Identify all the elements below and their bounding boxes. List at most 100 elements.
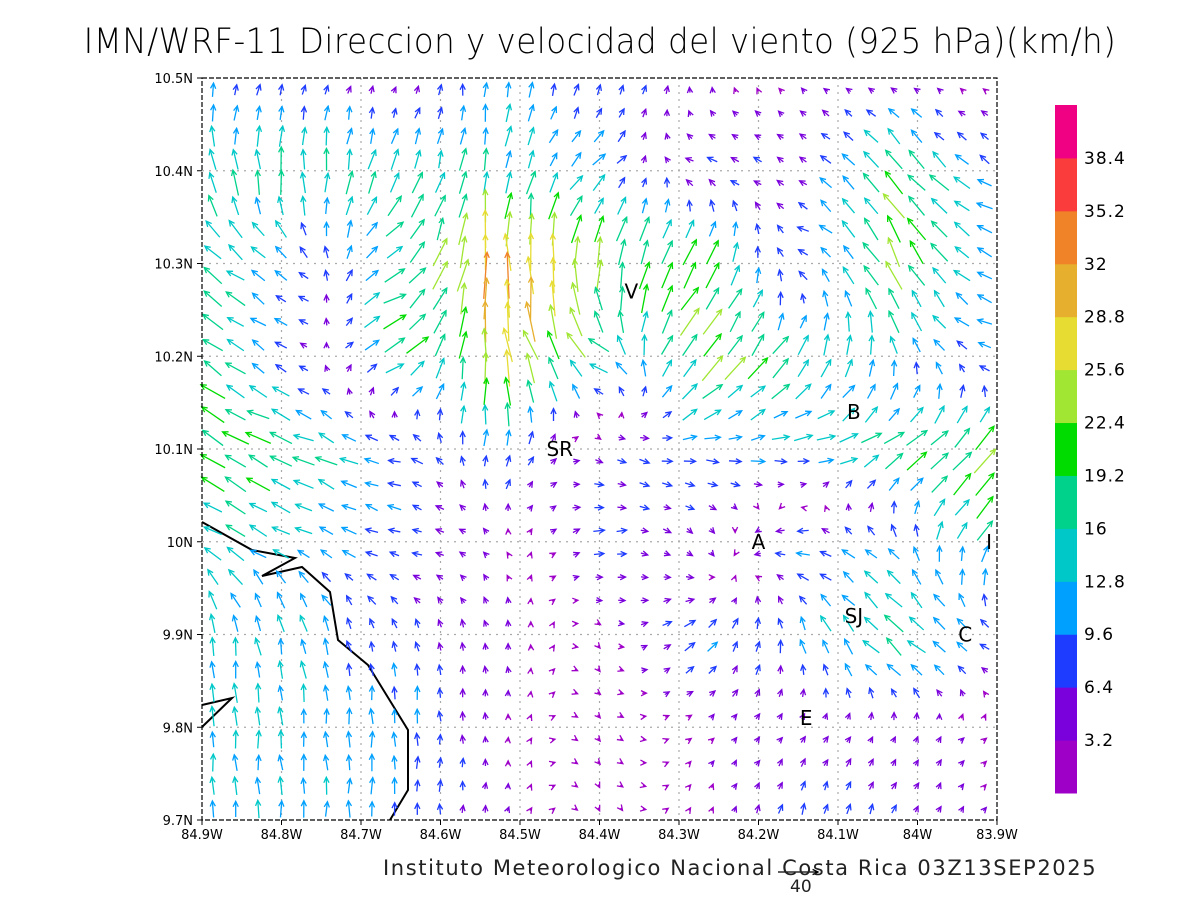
wind-vector: [482, 299, 489, 343]
wind-vector: [526, 783, 533, 791]
wind-vector: [432, 237, 448, 267]
wind-vector: [913, 361, 920, 375]
wind-vector: [432, 286, 448, 310]
wind-vector: [975, 472, 995, 496]
wind-vector: [300, 682, 307, 702]
wind-vector: [224, 500, 246, 515]
wind-vector: [846, 334, 853, 355]
wind-vector: [981, 544, 990, 563]
chart-title: IMN/WRF-11 Direccion y velocidad del vie…: [83, 22, 1117, 62]
wind-vector: [887, 548, 900, 560]
x-tick-label: 84.9W: [181, 828, 223, 843]
wind-vector: [660, 334, 674, 355]
wind-vector: [731, 664, 738, 675]
wind-vector: [663, 504, 672, 511]
wind-vector: [685, 714, 693, 721]
wind-vector: [772, 357, 790, 379]
wind-vector: [890, 687, 897, 698]
wind-vector: [640, 644, 649, 651]
wind-vector: [341, 549, 356, 558]
wind-vector: [322, 614, 330, 631]
wind-vector: [209, 775, 216, 795]
wind-vector: [777, 803, 784, 814]
wind-vector: [345, 195, 354, 216]
wind-vector: [345, 268, 353, 282]
wind-vector: [271, 386, 290, 397]
wind-vector: [863, 197, 879, 215]
wind-vector: [957, 665, 967, 675]
wind-vector: [459, 803, 466, 814]
wind-vector: [706, 156, 718, 163]
wind-vector: [246, 409, 270, 420]
wind-vector: [317, 432, 335, 444]
wind-vector: [459, 430, 466, 445]
wind-vector: [820, 358, 832, 378]
wind-vector: [617, 574, 628, 581]
wind-vector: [663, 644, 672, 651]
wind-vector: [224, 408, 246, 421]
wind-vector: [933, 338, 946, 351]
wind-vector: [459, 734, 467, 744]
wind-vector: [730, 713, 738, 721]
wind-vector: [730, 503, 738, 511]
wind-vector: [254, 592, 262, 608]
wind-vector: [572, 574, 581, 582]
wind-vector: [276, 591, 286, 609]
wind-vector: [616, 781, 625, 788]
wind-vector: [436, 663, 444, 676]
wind-vector: [323, 317, 330, 326]
wind-vector: [868, 334, 875, 355]
wind-vector: [750, 385, 767, 398]
wind-vector: [640, 411, 649, 419]
wind-vector: [482, 735, 489, 743]
wind-vector: [459, 596, 467, 605]
y-tick-label: 10N: [167, 536, 193, 551]
wind-vector: [686, 527, 694, 535]
wind-vector: [797, 248, 809, 256]
wind-vector: [571, 151, 582, 167]
wind-vector: [297, 295, 309, 302]
wind-vector: [593, 286, 603, 311]
wind-vector: [800, 802, 807, 815]
wind-vector: [570, 214, 583, 244]
wind-vector: [913, 384, 921, 398]
wind-vector: [708, 549, 715, 557]
wind-vector: [662, 527, 673, 534]
wind-vector: [661, 261, 674, 289]
wind-vector: [663, 176, 671, 188]
wind-vector: [958, 759, 965, 767]
wind-vector: [384, 268, 406, 283]
wind-vector: [913, 87, 921, 95]
wind-vector: [363, 480, 379, 488]
wind-vector: [505, 665, 512, 674]
wind-vector: [682, 434, 698, 441]
wind-vector: [862, 241, 880, 263]
wind-vector: [483, 619, 490, 627]
wind-vector: [932, 616, 946, 630]
wind-vector: [594, 665, 601, 673]
wind-vector: [319, 549, 333, 559]
wind-vector: [389, 573, 400, 581]
wind-vector: [959, 568, 966, 585]
wind-vector: [299, 659, 307, 679]
wind-vector: [661, 458, 674, 465]
wind-vector: [254, 636, 262, 656]
wind-vector: [640, 573, 650, 581]
wind-vector: [776, 202, 785, 210]
wind-vector: [391, 685, 398, 700]
wind-vector: [818, 457, 835, 464]
wind-vector: [841, 219, 856, 238]
wind-vector: [662, 761, 670, 768]
wind-vector: [890, 804, 897, 814]
wind-vector: [618, 385, 625, 397]
wind-vector: [823, 312, 830, 331]
wind-vector: [910, 591, 923, 609]
wind-vector: [228, 243, 243, 261]
wind-vector: [706, 239, 719, 265]
wind-vector: [364, 339, 380, 351]
wind-vector: [390, 595, 399, 605]
wind-vector: [640, 690, 648, 697]
wind-vector: [368, 707, 375, 725]
wind-vector: [979, 132, 989, 140]
wind-vector: [224, 454, 247, 468]
